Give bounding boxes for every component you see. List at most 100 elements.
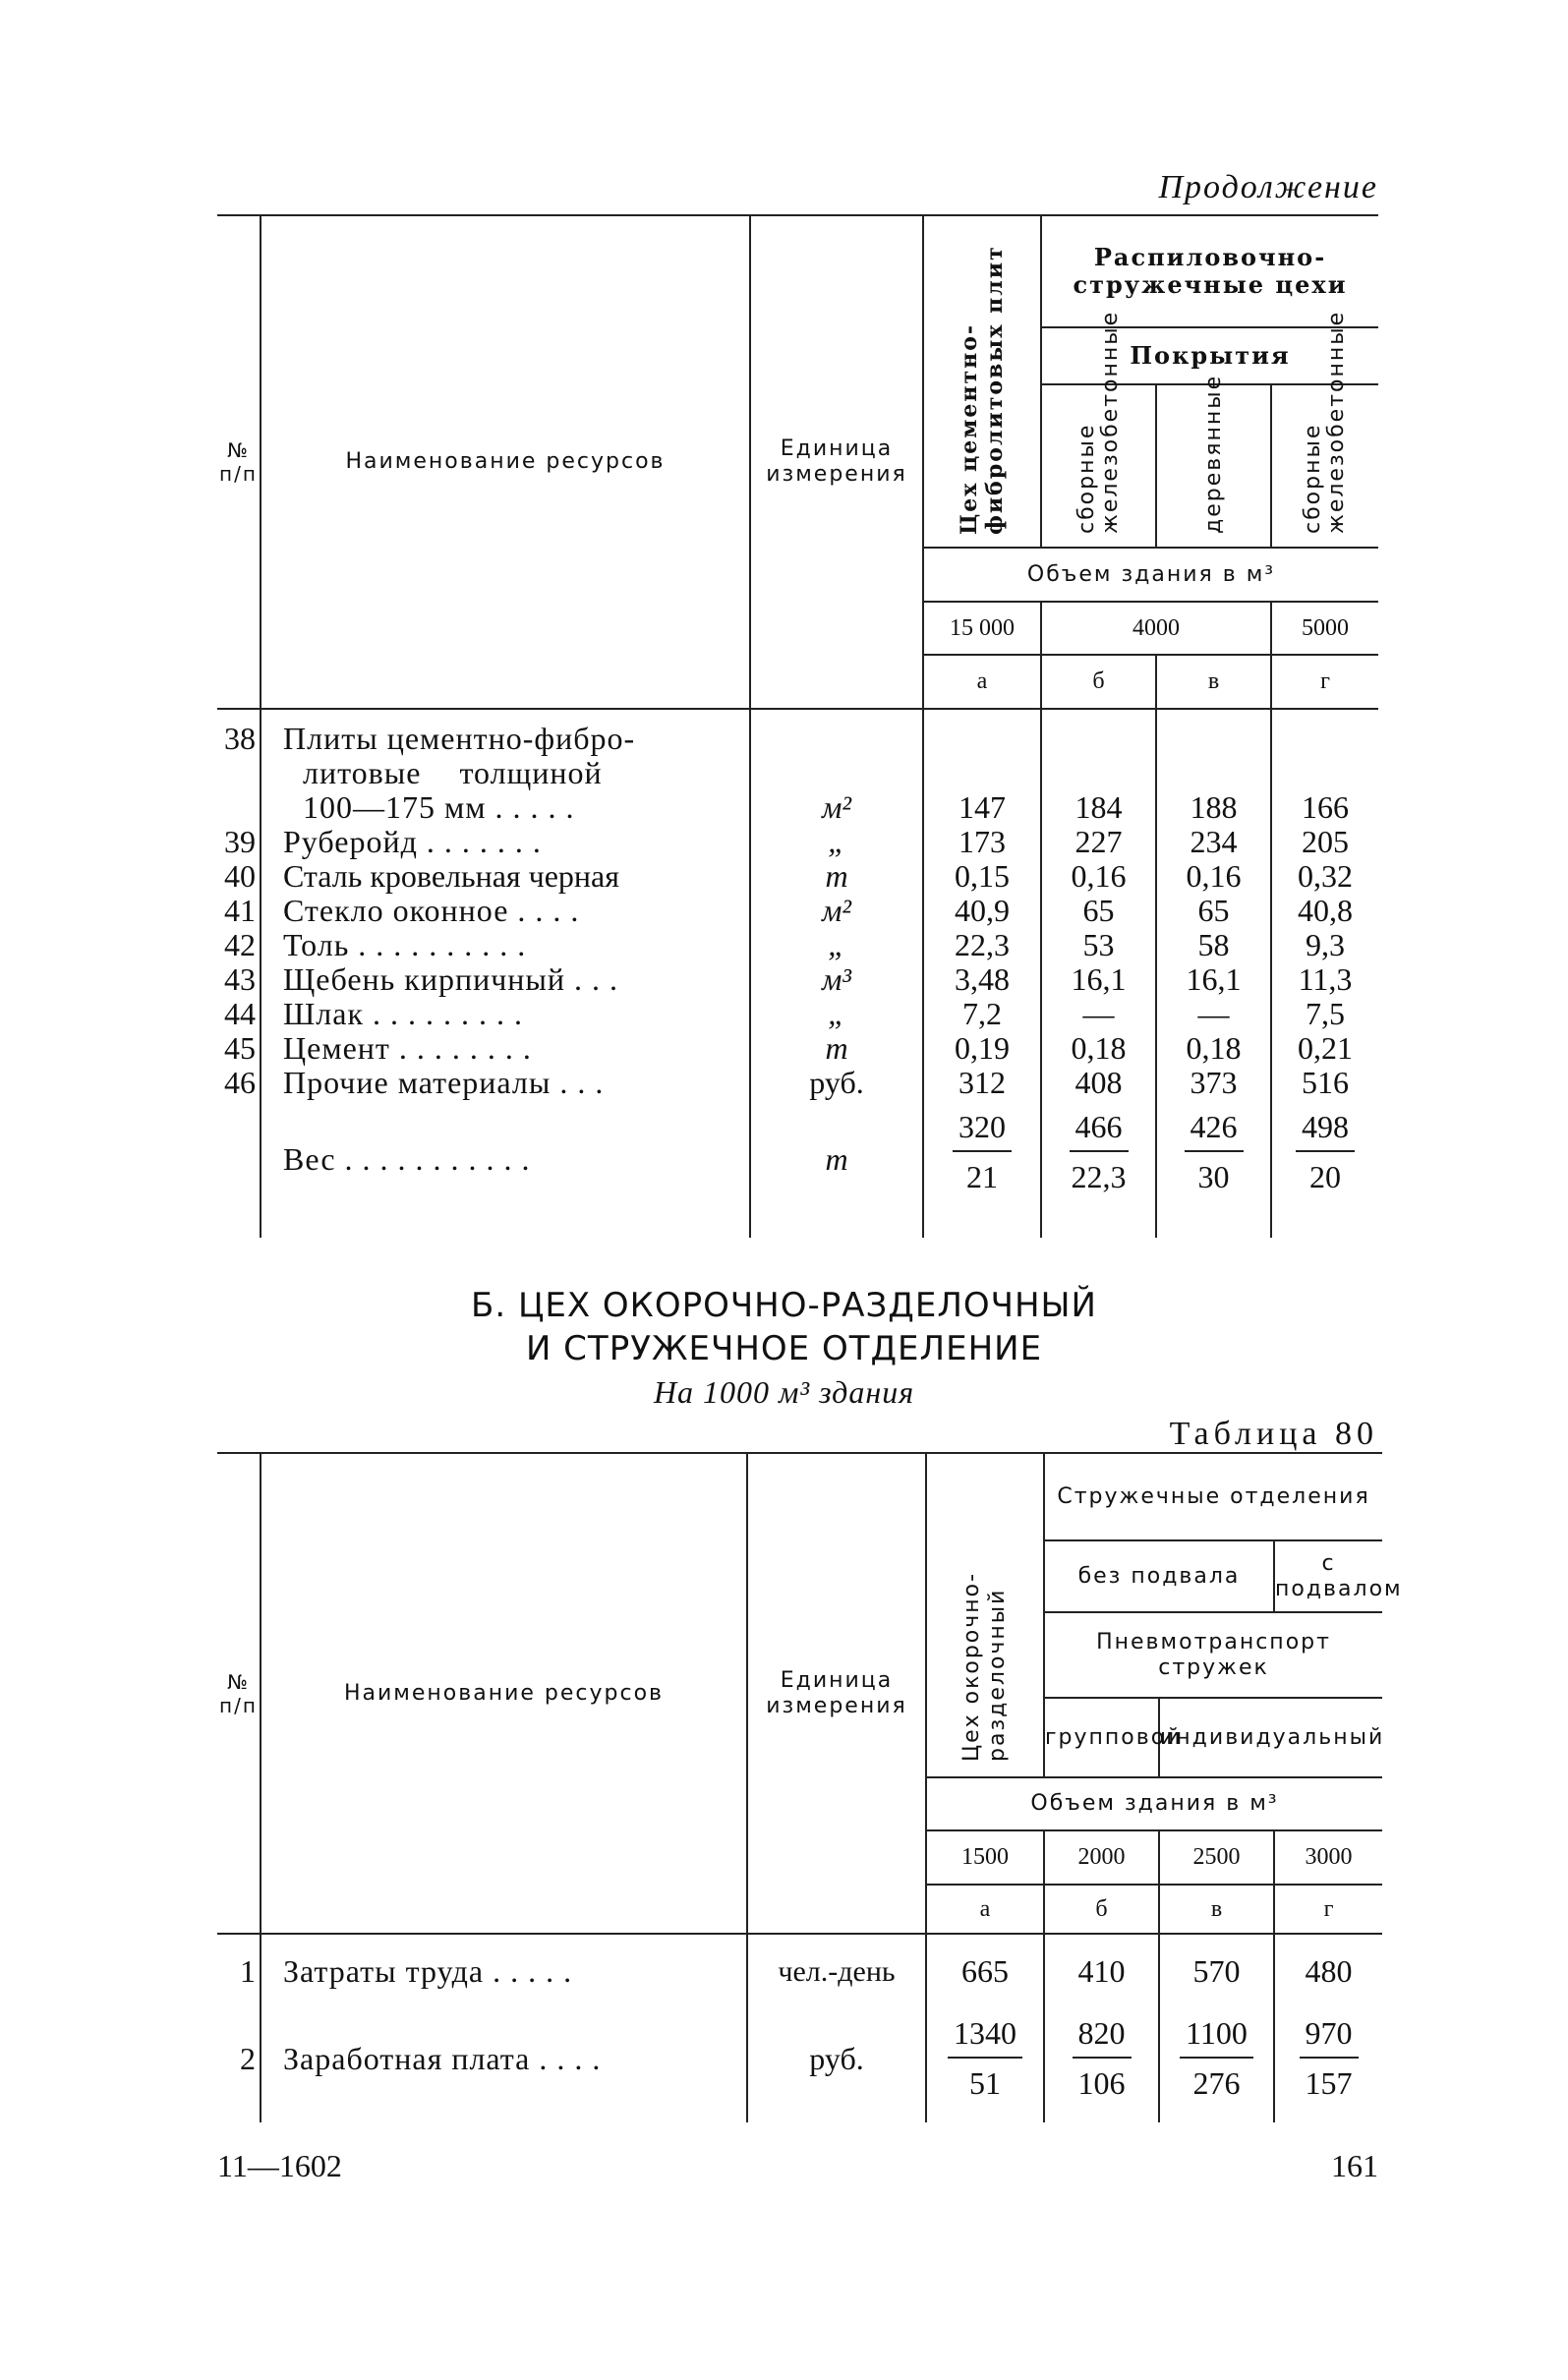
weight-a-top: 320 <box>953 1110 1012 1152</box>
cell-a: 3,48 <box>922 962 1041 997</box>
row-no: 45 <box>224 1030 256 1066</box>
header-unit: Единица измерения <box>749 215 923 710</box>
header-subgroup: Покрытия <box>1039 327 1379 385</box>
volume-a: 1500 <box>925 1830 1044 1886</box>
letter-a: а <box>925 1885 1044 1935</box>
weight-b-top: 466 <box>1069 1110 1129 1152</box>
header-no-basement: без подвала <box>1043 1540 1274 1613</box>
row-unit: „ <box>749 997 923 1031</box>
section-title-line1: Б. ЦЕХ ОКОРОЧНО-РАЗДЕЛОЧНЫЙ <box>471 1286 1097 1325</box>
row-unit: м² <box>749 894 923 928</box>
letter-a: а <box>922 655 1041 710</box>
table-row: 1 Затраты труда . . . . . чел.-день 665 … <box>217 1934 1383 1995</box>
row-name: Плиты цементно-фибро- <box>283 721 636 756</box>
cell-b: 53 <box>1040 928 1156 962</box>
cell-b: 16,1 <box>1040 962 1156 997</box>
cell-b: 184 <box>1040 709 1156 825</box>
cell-d: 166 <box>1269 709 1379 825</box>
letter-b: б <box>1043 1885 1159 1935</box>
header-no: № п/п <box>217 1453 261 1935</box>
header-col-a: Цех окорочно-разделочный <box>959 1571 1010 1762</box>
resources-table-continued: № п/п Наименование ресурсов Единица изме… <box>217 214 1379 1238</box>
cell-c: 0,18 <box>1155 1031 1271 1066</box>
section-subtitle: На 1000 м³ здания <box>653 1374 915 1410</box>
row-name: Щебень кирпичный . . . <box>260 962 750 997</box>
row-name: 100—175 мм . . . . . <box>303 789 575 825</box>
cell-c: 65 <box>1155 894 1271 928</box>
row-name: литовые толщиной <box>303 755 603 790</box>
weight-b-bottom: 22,3 <box>1071 1159 1127 1194</box>
table-row: 40 Сталь кровельная черная т 0,15 0,16 0,16 0,… <box>217 858 1379 894</box>
cell-c-top: 1100 <box>1180 2016 1253 2059</box>
row-no: 38 <box>224 721 256 756</box>
row-unit: т <box>749 1031 923 1066</box>
cell-a: 40,9 <box>922 894 1041 928</box>
weight-d-bottom: 20 <box>1309 1159 1342 1194</box>
row-no: 40 <box>224 858 256 894</box>
table-row: 42 Толь . . . . . . . . . . „ 22,3 53 58 9,3 <box>217 927 1379 962</box>
header-volume: Объем здания в м³ <box>924 1777 1383 1831</box>
table-row: 38 Плиты цементно-фибро- литовые толщино… <box>217 709 1379 825</box>
row-no: 39 <box>224 824 256 859</box>
weight-c-top: 426 <box>1184 1110 1244 1152</box>
row-unit: „ <box>749 928 923 962</box>
row-name: Прочие материалы . . . <box>260 1066 750 1100</box>
row-name: Шлак . . . . . . . . . <box>260 997 750 1031</box>
row-no: 41 <box>224 893 256 928</box>
cell-b: 227 <box>1040 825 1156 859</box>
cell-c: 58 <box>1155 928 1271 962</box>
cell-c: 373 <box>1155 1066 1271 1100</box>
row-unit: т <box>749 1100 923 1238</box>
row-name: Заработная плата . . . . <box>260 1995 747 2122</box>
letter-c: в <box>1158 1885 1274 1935</box>
row-no: 46 <box>224 1065 256 1100</box>
letter-d: г <box>1272 1885 1383 1935</box>
weight-c-bottom: 30 <box>1197 1159 1230 1194</box>
table-row: 45 Цемент . . . . . . . . т 0,19 0,18 0,18 0,2… <box>217 1030 1379 1066</box>
header-volume: Объем здания в м³ <box>921 548 1379 603</box>
printer-signature: 11—1602 <box>217 2148 342 2183</box>
cell-a-top: 1340 <box>948 2016 1022 2059</box>
header-no: № п/п <box>217 215 261 710</box>
header-unit: Единица измерения <box>746 1453 926 1935</box>
cell-a-bottom: 51 <box>969 2065 1001 2101</box>
row-unit: чел.-день <box>746 1934 926 1995</box>
table-row: 46 Прочие материалы . . . руб. 312 408 373 516 <box>217 1065 1379 1100</box>
header-col-b: сборные железобетонные <box>1074 310 1123 534</box>
cell-d: 11,3 <box>1269 962 1379 997</box>
row-no: 2 <box>240 2040 256 2076</box>
cell-c-bottom: 276 <box>1192 2065 1241 2101</box>
section-title-line2: И СТРУЖЕЧНОЕ ОТДЕЛЕНИЕ <box>525 1329 1043 1368</box>
header-group: Распиловочно-стружечные цехи <box>1039 215 1379 328</box>
cell-d: 516 <box>1269 1066 1379 1100</box>
header-individual: индивидуальный <box>1157 1698 1382 1777</box>
row-no: 42 <box>224 927 256 962</box>
volume-bc: 4000 <box>1040 602 1271 656</box>
cell-a: 312 <box>922 1066 1041 1100</box>
cell-d: 40,8 <box>1269 894 1379 928</box>
cell-a: 0,15 <box>922 859 1041 894</box>
table-row: 39 Руберойд . . . . . . . „ 173 227 234 205 <box>217 824 1379 859</box>
row-name: Стекло оконное . . . . <box>260 894 750 928</box>
cell-b: 408 <box>1040 1066 1156 1100</box>
header-name: Наименование ресурсов <box>260 1453 747 1935</box>
cell-b: 410 <box>1043 1934 1159 1995</box>
cell-a: 147 <box>922 709 1041 825</box>
volume-a: 15 000 <box>922 602 1041 656</box>
cell-a: 7,2 <box>922 997 1041 1031</box>
header-col-d: сборные железобетонные <box>1301 310 1350 534</box>
cell-b-bottom: 106 <box>1077 2065 1126 2101</box>
cell-d: 480 <box>1272 1934 1383 1995</box>
cell-b: 0,16 <box>1040 859 1156 894</box>
cell-c: 234 <box>1155 825 1271 859</box>
cell-d-bottom: 157 <box>1305 2065 1353 2101</box>
header-with-basement: с подвалом <box>1272 1540 1401 1613</box>
table-row: 43 Щебень кирпичный . . . м³ 3,48 16,1 16,1 11… <box>217 962 1379 997</box>
row-unit: руб. <box>749 1066 923 1100</box>
row-unit: т <box>749 859 923 894</box>
cell-c: 0,16 <box>1155 859 1271 894</box>
row-unit: руб. <box>746 1995 926 2122</box>
header-pneumo: Пневмотранспорт стружек <box>1042 1612 1383 1699</box>
letter-c: в <box>1155 655 1271 710</box>
row-name: Затраты труда . . . . . <box>260 1934 747 1995</box>
